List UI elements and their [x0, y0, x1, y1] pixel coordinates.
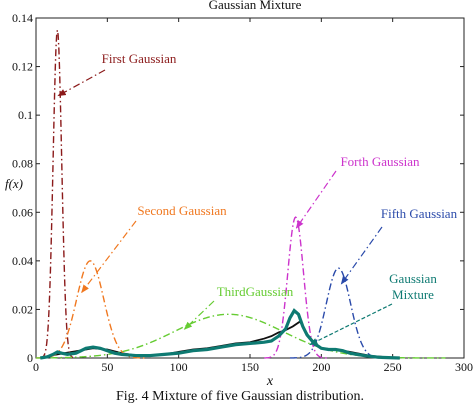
- series-forth-gaussian-line: [264, 216, 328, 359]
- y-tick-label: 0.08: [12, 157, 33, 171]
- x-tick-label: 0: [33, 360, 39, 374]
- series-second-gaussian-arrow: [81, 220, 137, 294]
- plot-curves: [35, 30, 446, 360]
- series-thirdgaussian-label: ThirdGaussian: [217, 284, 294, 299]
- series-label-line: Mixture: [392, 287, 434, 302]
- series-fifth-gaussian-label: Fifth Gaussian: [381, 206, 458, 221]
- y-tick-label: 0.14: [12, 11, 33, 25]
- series-label-line: Gaussian: [389, 271, 437, 286]
- series-second-gaussian-label: Second Gaussian: [137, 203, 227, 218]
- y-tick-label: 0.1: [18, 108, 33, 122]
- x-axis-label: x: [266, 374, 274, 389]
- series-labels: First Gaussian Second Gaussian ThirdGaussi…: [57, 51, 458, 346]
- x-tick-label: 300: [455, 360, 473, 374]
- series-forth-gaussian-arrow: [295, 170, 337, 229]
- series-fifth-gaussian-arrow: [340, 226, 383, 285]
- y-tick-label: 0.12: [12, 60, 33, 74]
- plot-frame: [35, 17, 465, 359]
- series-thirdgaussian-arrow: [183, 300, 215, 330]
- series-first-gaussian-label: First Gaussian: [102, 51, 177, 66]
- series-gaussian-mixture-line: [40, 308, 400, 360]
- series-second-gaussian-line: [35, 260, 145, 359]
- x-tick-label: 200: [312, 360, 330, 374]
- x-tick-label: 150: [241, 360, 259, 374]
- series-gaussian-mixture-arrow: [309, 303, 393, 346]
- series-forth-gaussian-label: Forth Gaussian: [340, 154, 420, 169]
- x-tick-label: 100: [170, 360, 188, 374]
- y-tick-label: 0.06: [12, 205, 33, 219]
- chart-title: Gaussian Mixture: [209, 0, 302, 12]
- y-tick-label: 0: [27, 351, 33, 365]
- series-first-gaussian-line: [40, 30, 75, 359]
- series-gaussian-mixture-label: Gaussian Mixture: [389, 271, 437, 302]
- series-first-gaussian-arrow: [57, 69, 106, 97]
- plot-axes: 0 50 100 150 200 250 300 0 0.02 0.04 0.06 0.08 0.1 0.…: [12, 11, 473, 374]
- y-tick-label: 0.04: [12, 254, 33, 268]
- x-tick-label: 50: [101, 360, 113, 374]
- y-axis-label: f(x): [5, 176, 23, 191]
- y-tick-label: 0.02: [12, 302, 33, 316]
- series-thirdgaussian-line: [36, 313, 446, 359]
- x-tick-label: 250: [384, 360, 402, 374]
- figure-caption: Fig. 4 Mixture of five Gaussian distribu…: [116, 389, 364, 404]
